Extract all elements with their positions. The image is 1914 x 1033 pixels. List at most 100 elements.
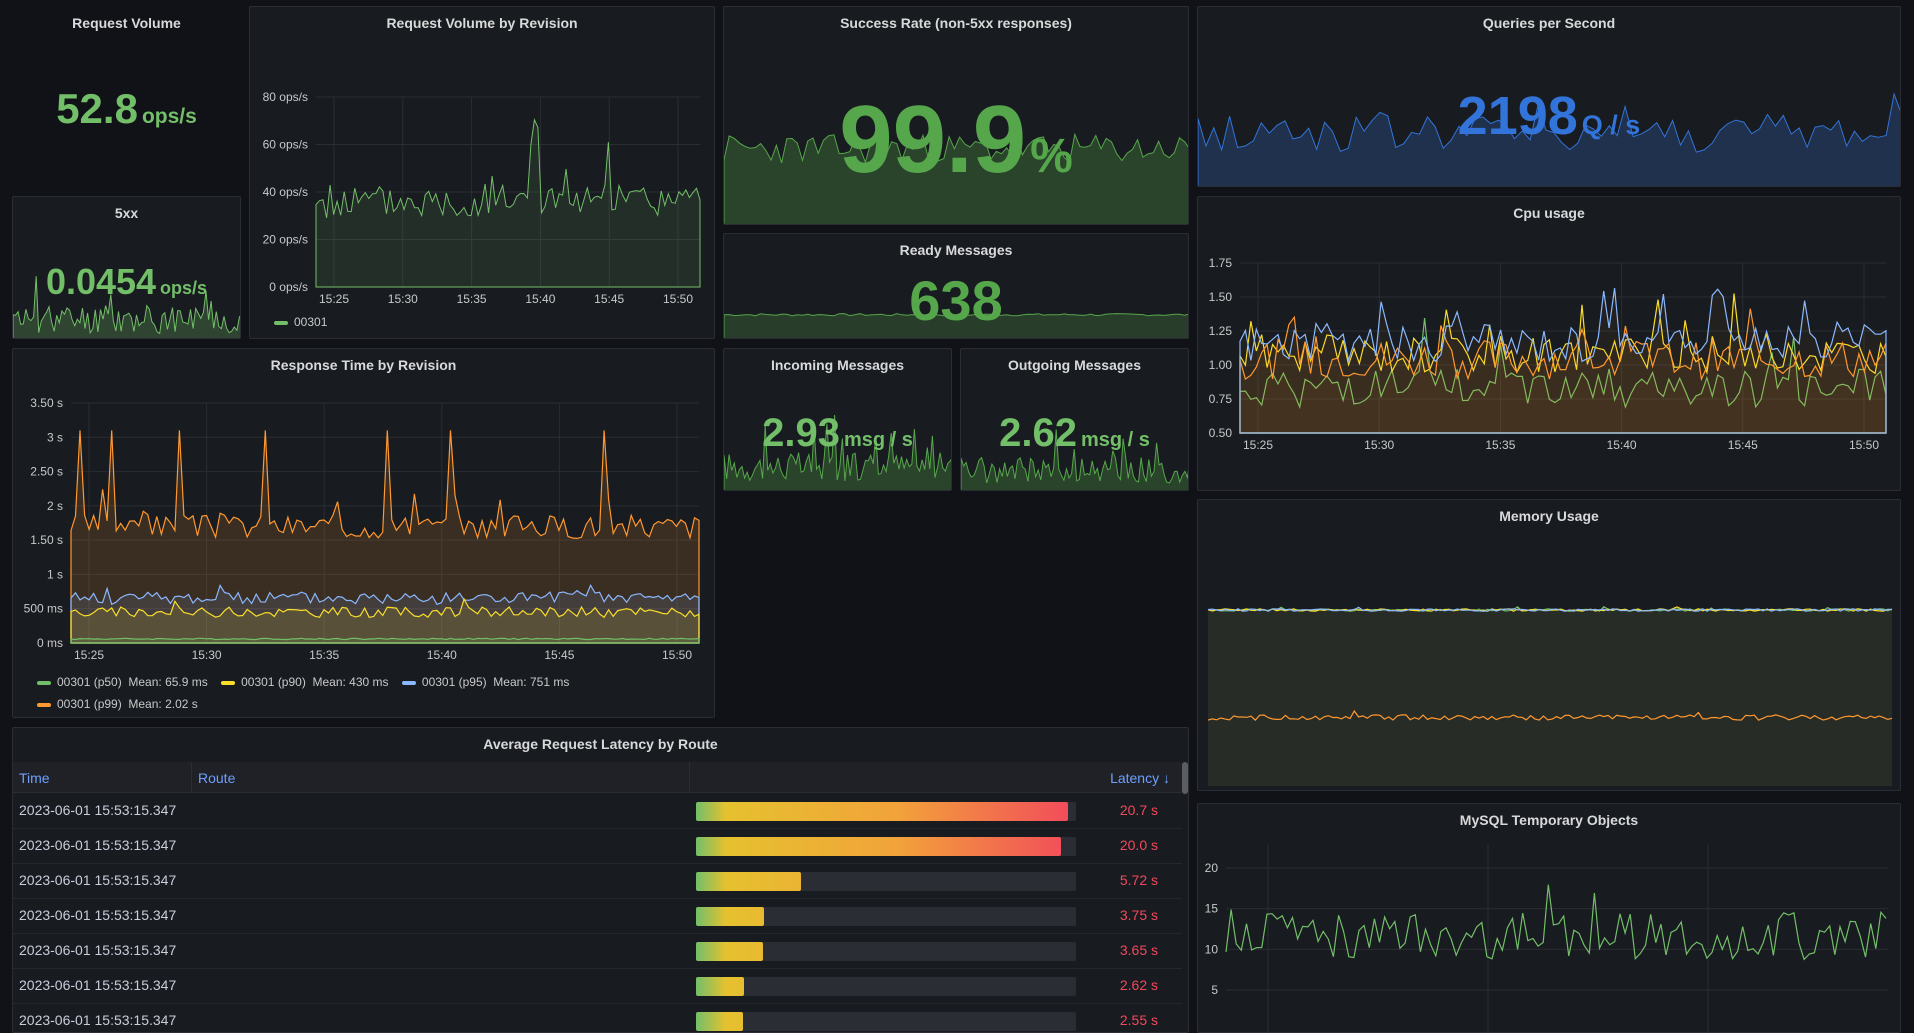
panel-title: Request Volume by Revision xyxy=(386,15,578,31)
legend-label: 00301 (p90) xyxy=(241,675,306,689)
y-tick-label: 3.50 s xyxy=(30,396,63,410)
x-tick-label: 15:30 xyxy=(1364,438,1394,452)
panel-title: Request Volume xyxy=(72,15,181,31)
legend-label: 00301 xyxy=(294,315,328,329)
table-row[interactable]: 2023-06-01 15:53:15.347 5.72 s xyxy=(13,863,1182,899)
legend-item-p95[interactable]: 00301 (p95) Mean: 751 ms xyxy=(401,675,570,689)
y-tick-label: 20 ops/s xyxy=(263,233,308,247)
x-tick-label: 15:40 xyxy=(525,292,555,306)
x-tick-label: 15:25 xyxy=(319,292,349,306)
cell-time: 2023-06-01 15:53:15.347 xyxy=(19,872,177,888)
panel-title: MySQL Temporary Objects xyxy=(1459,812,1639,828)
y-tick-label: 2 s xyxy=(47,499,63,513)
latency-gauge-fill xyxy=(696,942,763,961)
cell-time: 2023-06-01 15:53:15.347 xyxy=(19,1012,177,1028)
column-divider xyxy=(689,762,690,792)
series-line xyxy=(70,583,700,644)
latency-gauge xyxy=(696,802,1076,821)
table-scrollbar[interactable] xyxy=(1182,762,1188,794)
x-tick-label: 15:25 xyxy=(1243,438,1273,452)
ready-messages-panel[interactable]: Ready Messages 638 xyxy=(723,233,1189,339)
x-tick-label: 15:25 xyxy=(74,648,104,662)
legend-mean: Mean: 751 ms xyxy=(493,675,570,689)
y-tick-label: 20 xyxy=(1205,861,1219,875)
cell-latency: 2.55 s xyxy=(1119,1012,1158,1028)
panel-title: Queries per Second xyxy=(1482,15,1616,31)
legend-label: 00301 (p99) xyxy=(57,697,122,711)
series-line xyxy=(70,637,700,644)
request-volume-panel[interactable]: Request Volume 52.8 ops/s xyxy=(12,6,241,192)
table-row[interactable]: 2023-06-01 15:53:15.347 20.7 s xyxy=(13,793,1182,829)
success-rate-value: 99.9% xyxy=(839,86,1073,193)
panel-title: Ready Messages xyxy=(899,242,1013,258)
column-divider xyxy=(191,762,192,792)
x-tick-label: 15:30 xyxy=(388,292,418,306)
y-tick-label: 80 ops/s xyxy=(263,90,308,104)
x-tick-label: 15:45 xyxy=(544,648,574,662)
fivexx-panel[interactable]: 5xx 0.0454 ops/s xyxy=(12,196,241,339)
table-row[interactable]: 2023-06-01 15:53:15.347 2.55 s xyxy=(13,1003,1182,1032)
request-volume-by-revision-panel[interactable]: Request Volume by Revision 80 ops/s 60 op… xyxy=(249,6,715,339)
latency-gauge-fill xyxy=(696,837,1061,856)
x-tick-label: 15:45 xyxy=(1728,438,1758,452)
panel-title: Success Rate (non-5xx responses) xyxy=(840,15,1072,31)
latency-gauge-fill xyxy=(696,802,1069,821)
request-volume-chart: 80 ops/s 60 ops/s 40 ops/s 20 ops/s 0 ops/s 1… xyxy=(263,90,701,306)
outgoing-messages-panel[interactable]: Outgoing Messages 2.62 msg / s xyxy=(960,348,1189,491)
cpu-usage-panel[interactable]: Cpu usage 1.75 1.50 1.25 1.00 0.75 0.50 15:25 1… xyxy=(1197,196,1901,491)
latency-gauge-fill xyxy=(696,907,765,926)
cell-latency: 3.75 s xyxy=(1119,907,1158,923)
y-tick-label: 2.50 s xyxy=(30,465,63,479)
latency-gauge-fill xyxy=(696,977,744,996)
cell-time: 2023-06-01 15:53:15.347 xyxy=(19,907,177,923)
ready-messages-value: 638 xyxy=(909,269,1003,332)
column-header-time[interactable]: Time xyxy=(19,770,50,786)
ready-messages-sparkline xyxy=(724,313,1188,338)
memory-usage-panel[interactable]: Memory Usage xyxy=(1197,499,1901,791)
legend-item-p99[interactable]: 00301 (p99) Mean: 2.02 s xyxy=(37,697,198,711)
x-tick-label: 15:35 xyxy=(1485,438,1515,452)
table-row[interactable]: 2023-06-01 15:53:15.347 3.75 s xyxy=(13,898,1182,934)
series-line xyxy=(1239,287,1887,434)
y-tick-label: 5 xyxy=(1211,983,1218,997)
chart-legend: 00301 xyxy=(274,315,327,329)
outgoing-sparkline xyxy=(961,429,1188,490)
series-line xyxy=(1239,308,1887,434)
table-row[interactable]: 2023-06-01 15:53:15.347 3.65 s xyxy=(13,933,1182,969)
response-time-panel[interactable]: Response Time by Revision 3.50 s 3 s 2.50 … xyxy=(12,348,715,718)
y-tick-label: 10 xyxy=(1205,942,1219,956)
incoming-messages-panel[interactable]: Incoming Messages 2.93 msg / s xyxy=(723,348,952,491)
request-volume-value: 52.8 ops/s xyxy=(56,85,197,132)
cell-time: 2023-06-01 15:53:15.347 xyxy=(19,977,177,993)
column-header-latency[interactable]: Latency ↓ xyxy=(1110,770,1170,786)
success-rate-panel[interactable]: Success Rate (non-5xx responses) 99.9% xyxy=(723,6,1189,225)
x-tick-label: 15:50 xyxy=(662,648,692,662)
legend-item-p90[interactable]: 00301 (p90) Mean: 430 ms xyxy=(221,675,389,689)
series-line xyxy=(1207,606,1893,612)
panel-title: 5xx xyxy=(114,205,139,221)
mysql-temp-objects-panel[interactable]: MySQL Temporary Objects 20 15 10 5 xyxy=(1197,803,1901,1033)
table-header: Time Route Latency ↓ xyxy=(13,762,1182,793)
table-row[interactable]: 2023-06-01 15:53:15.347 2.62 s xyxy=(13,968,1182,1004)
latency-gauge xyxy=(696,942,1076,961)
legend-mean: Mean: 2.02 s xyxy=(128,697,198,711)
y-tick-label: 0.75 xyxy=(1209,392,1233,406)
table-row[interactable]: 2023-06-01 15:53:15.347 20.0 s xyxy=(13,828,1182,864)
cell-latency: 2.62 s xyxy=(1119,977,1158,993)
legend-swatch xyxy=(401,680,416,685)
legend-item-p50[interactable]: 00301 (p50) Mean: 65.9 ms xyxy=(37,675,208,689)
qps-panel[interactable]: Queries per Second 2198 Q / s xyxy=(1197,6,1901,187)
latency-gauge xyxy=(696,977,1076,996)
latency-table-panel[interactable]: Average Request Latency by Route Time Ro… xyxy=(12,727,1189,1033)
y-tick-label: 3 s xyxy=(47,430,63,444)
cell-time: 2023-06-01 15:53:15.347 xyxy=(19,802,177,818)
column-header-route[interactable]: Route xyxy=(198,770,236,786)
legend-swatch xyxy=(37,680,51,685)
legend-swatch xyxy=(37,702,51,707)
response-time-chart: 3.50 s 3 s 2.50 s 2 s 1.50 s 1 s 500 ms 0 ms 15:… xyxy=(24,396,700,662)
panel-title: Average Request Latency by Route xyxy=(483,736,718,752)
latency-gauge xyxy=(696,872,1076,891)
panel-title: Response Time by Revision xyxy=(270,357,457,373)
memory-usage-chart xyxy=(1207,606,1893,786)
series-line xyxy=(70,430,700,644)
